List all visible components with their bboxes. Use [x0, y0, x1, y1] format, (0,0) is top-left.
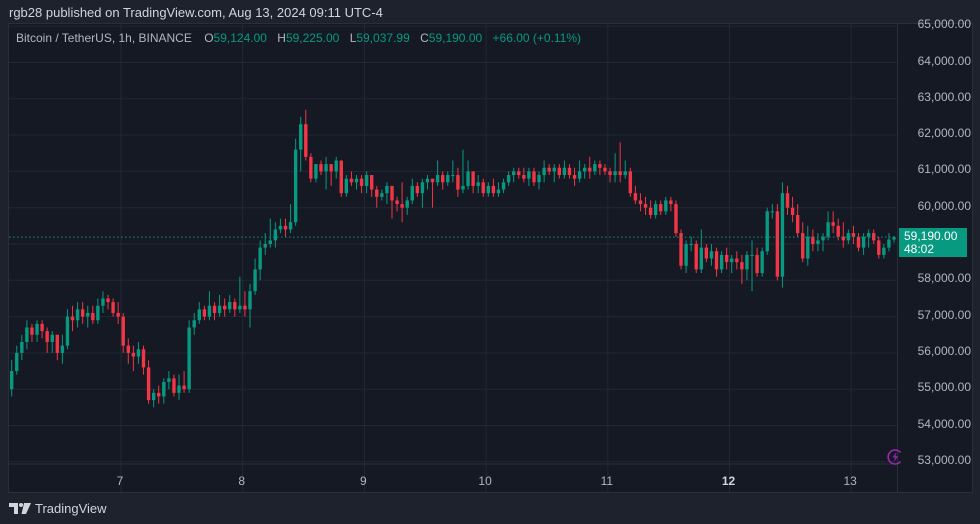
price-axis-label: 55,000.00 [917, 380, 971, 395]
time-axis-label: 10 [478, 474, 492, 488]
low-label: L [349, 31, 357, 45]
time-axis-label: 9 [360, 474, 367, 488]
price-axis-label: 54,000.00 [917, 416, 971, 431]
change-value: +66.00 (+0.11%) [492, 31, 582, 45]
high-label: H [277, 31, 286, 45]
time-axis-label: 12 [721, 474, 736, 488]
price-axis-label: 58,000.00 [917, 271, 971, 286]
tradingview-brand[interactable]: TradingView [35, 501, 107, 516]
symbol-legend: Bitcoin / TetherUS, 1h, BINANCE O59,124.… [16, 31, 581, 45]
footer: TradingView [9, 501, 107, 516]
price-axis-label: 61,000.00 [917, 162, 971, 177]
symbol-title[interactable]: Bitcoin / TetherUS, 1h, BINANCE [16, 31, 192, 45]
close-value: 59,190.00 [428, 31, 483, 45]
time-axis-label: 7 [116, 474, 124, 488]
publish-line: rgb28 published on TradingView.com, Aug … [9, 5, 383, 20]
high-value: 59,225.00 [285, 31, 340, 45]
price-axis-label: 60,000.00 [917, 198, 971, 213]
lightning-icon[interactable] [886, 448, 904, 466]
time-axis-label: 13 [843, 474, 857, 488]
price-axis-divider [897, 23, 898, 493]
price-axis-label: 65,000.00 [917, 17, 971, 32]
close-label: C [420, 31, 429, 45]
open-value: 59,124.00 [213, 31, 267, 45]
bar-countdown: 48:02 [904, 242, 935, 256]
last-price-tag: 59,190.00 48:02 [899, 228, 967, 257]
price-axis-label: 63,000.00 [917, 89, 971, 104]
price-axis-label: 64,000.00 [917, 53, 971, 68]
tradingview-logo-icon [9, 502, 31, 514]
open-label: O [204, 31, 214, 45]
price-axis-label: 57,000.00 [917, 307, 971, 322]
last-price-value: 59,190.00 [904, 229, 958, 243]
price-axis-label: 62,000.00 [917, 126, 971, 141]
low-value: 59,037.99 [356, 31, 410, 45]
time-axis-label: 11 [600, 474, 614, 488]
price-axis-label: 53,000.00 [917, 452, 971, 467]
time-axis-label: 8 [238, 474, 246, 488]
candlestick-plot[interactable] [9, 24, 973, 493]
chart-frame[interactable] [8, 23, 973, 493]
price-axis-label: 56,000.00 [917, 343, 971, 358]
